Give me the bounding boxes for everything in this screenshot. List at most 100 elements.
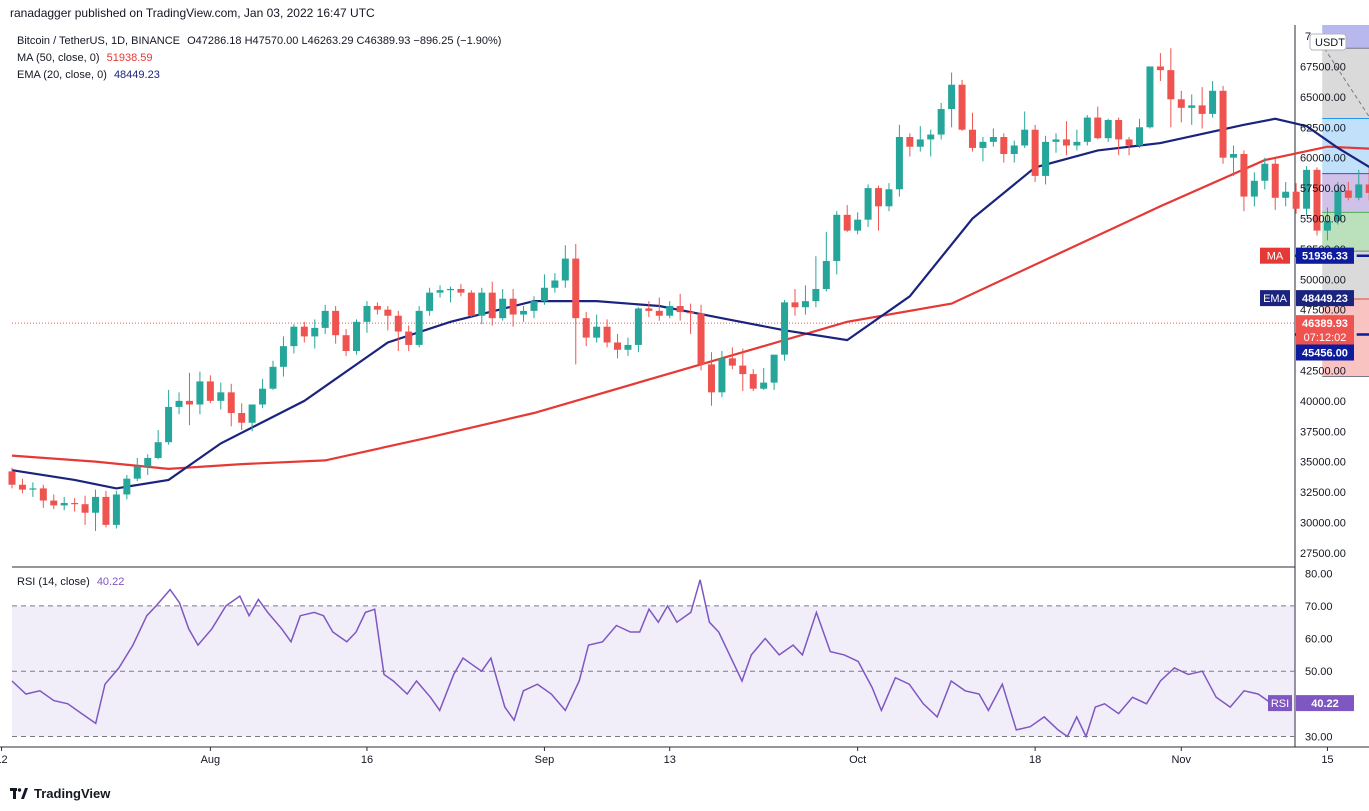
candle (1062, 121, 1070, 156)
rsi-value-badge (1296, 695, 1354, 712)
candle (582, 312, 590, 347)
candle-body (1042, 141, 1050, 176)
currency-label: USDT (1315, 37, 1345, 49)
candle (833, 211, 841, 275)
candle (812, 256, 820, 308)
candle (561, 245, 569, 288)
price-value-text: 48449.23 (1302, 293, 1348, 305)
candle-body (1073, 141, 1081, 146)
candle (60, 496, 68, 511)
candle-body (1240, 154, 1248, 197)
candle-body (467, 292, 475, 316)
candle-body (1146, 66, 1154, 128)
candle-body (1177, 99, 1185, 108)
candle-body (1219, 90, 1227, 158)
rsi-tick-label: 60.00 (1305, 634, 1333, 646)
price-tick-label: 40000.00 (1300, 396, 1346, 408)
price-axis-label: 45456.00 (1296, 344, 1354, 361)
candle (217, 382, 225, 410)
candle (1094, 106, 1102, 140)
date-tick-label: 13 (664, 754, 676, 766)
candle-body (1136, 127, 1144, 146)
candle (728, 347, 736, 370)
candle (206, 375, 214, 404)
candle-body (1115, 119, 1123, 140)
candle (968, 112, 976, 152)
candle (1115, 117, 1123, 156)
candle (948, 72, 956, 128)
candle (958, 79, 966, 131)
candle (927, 129, 935, 157)
candle-body (499, 298, 507, 319)
price-tag-badge (1260, 247, 1290, 264)
candlestick-chart[interactable]: 1(69000.00)0.786(63222.00)0.618(58686.00… (0, 25, 1369, 777)
candle-body (948, 84, 956, 110)
date-tick-label: 12 (0, 754, 8, 766)
candle (791, 288, 799, 316)
candle (697, 304, 705, 371)
candle-body (1209, 90, 1217, 114)
candle (18, 478, 26, 494)
candle-body (1334, 190, 1342, 221)
candle-body (18, 484, 26, 490)
candle-body (551, 280, 559, 288)
price-tag-text: MA (1267, 251, 1284, 263)
candle (196, 371, 204, 415)
candle (1292, 183, 1300, 214)
candle (321, 304, 329, 334)
candle-body (801, 301, 809, 308)
candle (895, 124, 903, 197)
rsi-label: RSI (14, close) (17, 576, 90, 588)
candle-body (968, 129, 976, 148)
candle-body (1188, 105, 1196, 108)
candle-body (279, 346, 287, 367)
candle (1219, 85, 1227, 164)
candle (436, 285, 444, 298)
fib-zone (1322, 212, 1369, 252)
price-tag-text: EMA (1263, 293, 1288, 305)
candle-body (60, 502, 68, 506)
price-tick-label: 62500.00 (1300, 122, 1346, 134)
candle-body (446, 288, 454, 291)
candle (1250, 172, 1258, 207)
candle-body (405, 331, 413, 345)
price-value-text: 45456.00 (1302, 348, 1348, 360)
candle (1104, 118, 1112, 142)
candle (1323, 207, 1331, 241)
candle-body (217, 392, 225, 401)
candle-body (1083, 117, 1091, 142)
candle-body (916, 139, 924, 147)
ema-label: EMA (20, close, 0) (17, 69, 107, 81)
price-tick-label: 32500.00 (1300, 487, 1346, 499)
candle-body (457, 288, 465, 293)
candle-body (645, 308, 653, 311)
candle (290, 324, 298, 354)
candle-body (415, 310, 423, 345)
candle-body (655, 310, 663, 316)
candle (373, 302, 381, 315)
candle-body (1344, 190, 1352, 198)
candle-body (311, 327, 319, 337)
candle (81, 495, 89, 525)
candle-body (614, 342, 622, 350)
candle-body (342, 335, 350, 351)
chart-area[interactable]: 1(69000.00)0.786(63222.00)0.618(58686.00… (0, 25, 1369, 777)
candle (530, 296, 538, 319)
rsi-tick-label: 70.00 (1305, 601, 1333, 613)
candle-body (530, 301, 538, 311)
price-tick-label: 67500.00 (1300, 61, 1346, 73)
tradingview-brand: TradingView (10, 786, 110, 801)
candle-body (29, 488, 37, 490)
candle (1021, 111, 1029, 148)
candle (259, 378, 267, 409)
candle (1365, 167, 1369, 201)
candle-body (1261, 163, 1269, 181)
candle-body (1355, 184, 1363, 198)
candle (488, 281, 496, 326)
date-tick-label: Sep (535, 754, 555, 766)
candle-body (728, 358, 736, 366)
candle (1000, 133, 1008, 163)
candle (739, 348, 747, 392)
candle (394, 310, 402, 351)
date-tick-label: Oct (849, 754, 866, 766)
